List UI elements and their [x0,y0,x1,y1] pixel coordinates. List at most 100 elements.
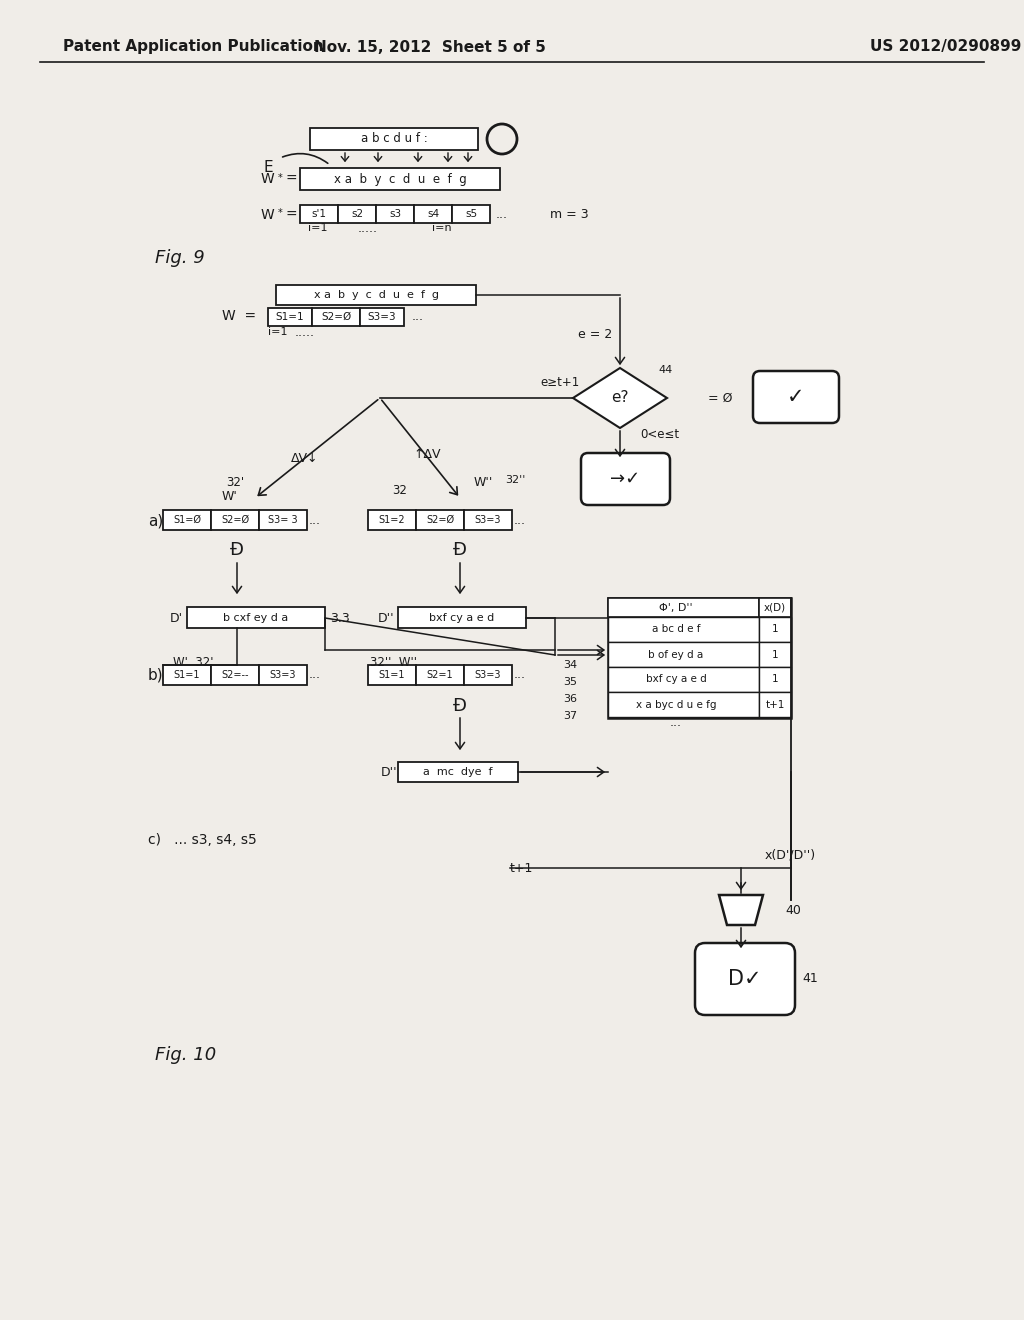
Text: ...: ... [309,513,321,527]
Bar [360,308,404,326]
Text: US 2012/0290899 A1: US 2012/0290899 A1 [870,40,1024,54]
Bar [464,665,512,685]
Text: s4: s4 [427,209,439,219]
Bar [211,665,259,685]
Bar [452,205,490,223]
Text: ...: ... [514,513,526,527]
Bar [310,128,478,150]
Text: m = 3: m = 3 [550,207,589,220]
Text: Patent Application Publication: Patent Application Publication [63,40,324,54]
Text: S3=3: S3=3 [368,312,396,322]
Bar [211,510,259,531]
Text: S1=2: S1=2 [379,515,406,525]
Text: b): b) [148,668,164,682]
Text: W'  32': W' 32' [173,656,213,669]
Text: e = 2: e = 2 [578,329,612,342]
Text: e≥t+1: e≥t+1 [541,375,580,388]
Polygon shape [573,368,667,428]
Bar [759,692,791,717]
Text: 3.3: 3.3 [330,611,350,624]
Text: 1: 1 [772,649,778,660]
Text: ...: ... [412,310,424,323]
Text: x(D'/D''): x(D'/D'') [765,849,815,862]
Text: x a byc d u e fg: x a byc d u e fg [636,700,716,710]
FancyBboxPatch shape [581,453,670,506]
Bar [608,598,759,616]
Bar [759,667,791,692]
Text: 32': 32' [226,477,244,490]
Text: 40: 40 [785,903,801,916]
Bar [276,285,476,305]
Text: S1=Ø: S1=Ø [173,515,201,525]
Text: a): a) [148,513,163,528]
Bar [416,665,464,685]
Text: W  =: W = [222,309,256,323]
Bar [608,616,759,642]
Text: S1=1: S1=1 [174,671,201,680]
Bar [163,665,211,685]
Bar [187,607,325,628]
Text: s5: s5 [465,209,477,219]
Bar [338,205,376,223]
Text: 1: 1 [772,624,778,635]
Text: 35: 35 [563,677,577,686]
Bar [368,665,416,685]
Text: W: W [260,172,273,186]
Bar [414,205,452,223]
Bar [608,642,759,667]
Text: →✓: →✓ [610,470,640,488]
FancyBboxPatch shape [753,371,839,422]
Text: s'1: s'1 [311,209,327,219]
Text: i=1: i=1 [308,223,328,234]
Bar [398,762,518,781]
FancyBboxPatch shape [695,942,795,1015]
Bar [376,205,414,223]
Text: S1=1: S1=1 [379,671,406,680]
Text: D': D' [170,611,183,624]
Text: W'': W'' [473,477,493,490]
Text: .....: ..... [295,326,315,338]
Text: ΔV↓: ΔV↓ [291,451,318,465]
Text: Đ: Đ [230,541,244,558]
Text: x(D): x(D) [764,602,786,612]
Bar [759,642,791,667]
Text: *: * [278,209,283,218]
Bar [416,510,464,531]
Text: s2: s2 [351,209,364,219]
Text: b of ey d a: b of ey d a [648,649,703,660]
Text: 37: 37 [563,711,578,721]
Bar [300,168,500,190]
Text: 34: 34 [563,660,578,671]
Bar [608,667,759,692]
Bar [300,205,338,223]
Text: a b c d u f :: a b c d u f : [360,132,427,145]
Text: Φ', D'': Φ', D'' [659,602,693,612]
Text: ...: ... [514,668,526,681]
Bar [398,607,526,628]
Text: Fig. 9: Fig. 9 [155,249,205,267]
Text: D✓: D✓ [728,969,762,989]
Text: b cxf ey d a: b cxf ey d a [223,612,289,623]
Text: a  mc  dye  f: a mc dye f [423,767,493,777]
Bar [368,510,416,531]
Bar [163,510,211,531]
Text: i=1: i=1 [268,327,288,337]
Text: S3= 3: S3= 3 [268,515,298,525]
Text: ✓: ✓ [787,387,805,407]
Text: W': W' [222,491,238,503]
Text: a bc d e f: a bc d e f [651,624,700,635]
Text: 36: 36 [563,694,577,704]
Text: x a  b  y  c  d  u  e  f  g: x a b y c d u e f g [313,290,438,300]
Text: S2=1: S2=1 [427,671,454,680]
Text: 0<e≤t: 0<e≤t [640,429,679,441]
Text: ↑ΔV: ↑ΔV [414,449,440,462]
Bar [759,598,791,616]
Text: =: = [286,209,297,222]
Bar [268,308,312,326]
Text: 32''  W'': 32'' W'' [370,656,417,669]
Text: t+1: t+1 [510,862,534,874]
Text: .....: ..... [358,222,378,235]
Text: S1=1: S1=1 [275,312,304,322]
Text: S2=Ø: S2=Ø [321,312,351,322]
Bar [312,308,360,326]
